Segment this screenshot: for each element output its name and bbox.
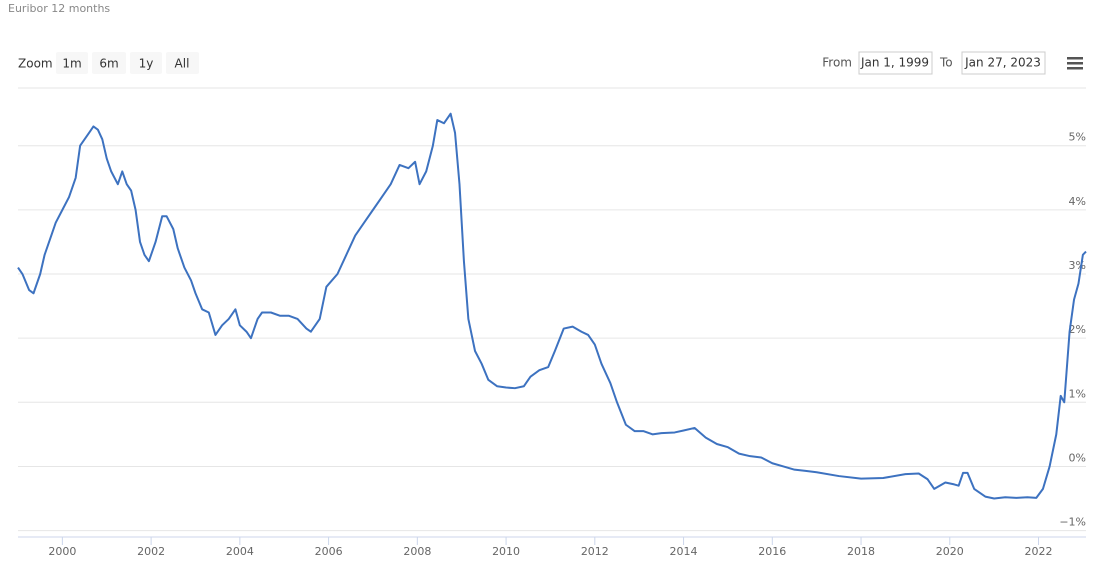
zoom-button-box[interactable] <box>56 52 88 74</box>
zoom-button[interactable]: 6m <box>99 57 118 71</box>
menu-button[interactable] <box>1067 57 1083 70</box>
from-label: From <box>822 56 852 70</box>
zoom-button-box[interactable] <box>166 52 199 74</box>
zoom-button[interactable]: 1m <box>62 57 81 71</box>
zoom-button-box[interactable] <box>92 52 126 74</box>
y-tick-label: 0% <box>1069 451 1086 464</box>
zoom-buttons: 1m 6m 1y All <box>56 52 199 74</box>
x-tick-label: 2002 <box>137 545 165 558</box>
plot-area: −1% 0% 1% 2% 3% 4% 5% 2000 2002 2004 2006 2008 2010 2… <box>17 112 1087 558</box>
x-tick-label: 2020 <box>936 545 964 558</box>
from-input[interactable] <box>858 51 933 75</box>
x-tick-label: 2008 <box>403 545 431 558</box>
y-tick-label: 5% <box>1069 131 1086 144</box>
x-tick-label: 2004 <box>226 545 254 558</box>
x-tick-label: 2006 <box>315 545 343 558</box>
x-tick-label: 2022 <box>1025 545 1053 558</box>
zoom-button[interactable]: All <box>175 57 190 71</box>
y-tick-label: −1% <box>1059 516 1086 529</box>
to-label: To <box>939 56 953 70</box>
line-series <box>17 112 1087 500</box>
chart-title: Euribor 12 months <box>8 2 110 15</box>
y-tick-label: 2% <box>1069 323 1086 336</box>
to-date[interactable]: Jan 27, 2023 <box>964 56 1041 70</box>
x-tick-label: 2016 <box>758 545 786 558</box>
y-tick-label: 1% <box>1069 387 1086 400</box>
y-tick-label: 4% <box>1069 195 1086 208</box>
zoom-label: Zoom <box>18 57 53 71</box>
y-tick-label: 3% <box>1069 259 1086 272</box>
x-tick-label: 2010 <box>492 545 520 558</box>
zoom-button-box[interactable] <box>130 52 162 74</box>
zoom-button[interactable]: 1y <box>139 57 154 71</box>
to-input[interactable] <box>961 51 1046 75</box>
x-tick-label: 2014 <box>670 545 698 558</box>
from-date[interactable]: Jan 1, 1999 <box>860 56 929 70</box>
x-tick-label: 2012 <box>581 545 609 558</box>
x-tick-label: 2000 <box>48 545 76 558</box>
x-tick-label: 2018 <box>847 545 875 558</box>
